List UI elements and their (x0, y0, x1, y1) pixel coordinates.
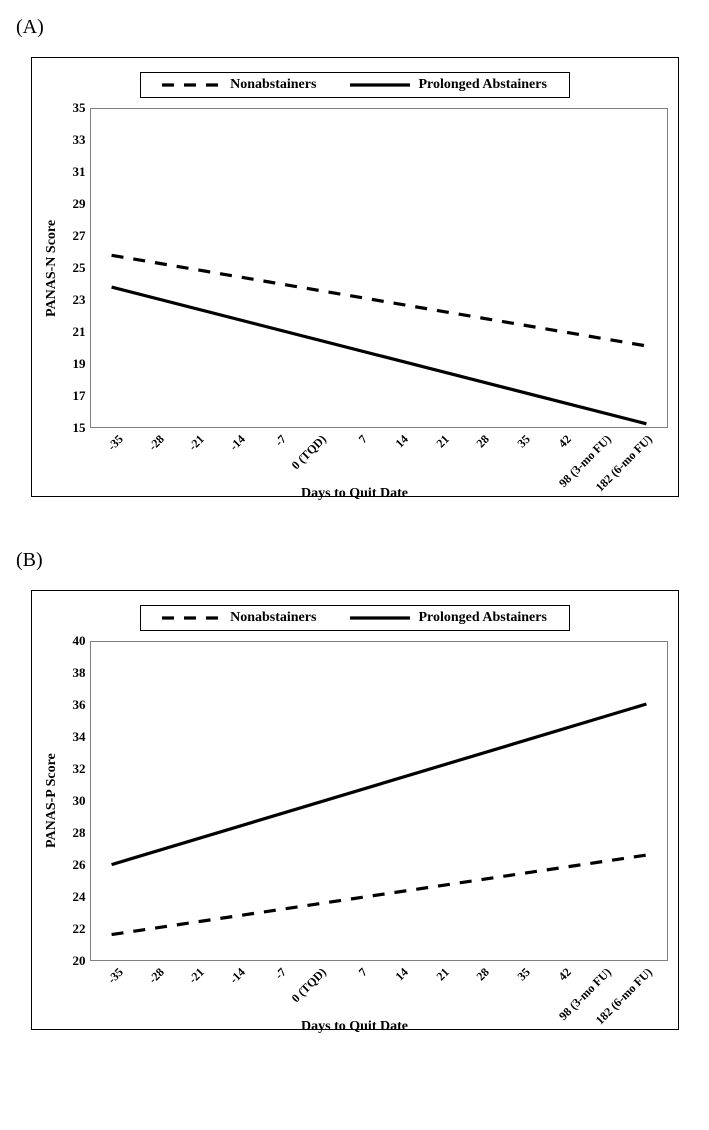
x-tick-label: 35 (515, 432, 534, 451)
chart-b-plot-wrap: PANAS-P Score 2022242628303234363840 (42, 641, 668, 961)
x-tick-label: 7 (356, 965, 371, 980)
y-tick-label: 29 (73, 196, 86, 212)
chart-a-lines (91, 109, 667, 427)
y-tick-label: 40 (73, 633, 86, 649)
x-tick-label: -7 (272, 432, 290, 450)
y-tick-label: 30 (73, 793, 86, 809)
x-tick-label: 7 (356, 432, 371, 447)
x-tick-label: 14 (392, 965, 411, 984)
x-tick-label: 0 (TQD) (289, 432, 330, 473)
legend-item-prolonged: Prolonged Abstainers (350, 77, 546, 93)
y-tick-label: 24 (73, 889, 86, 905)
chart-a-plot-wrap: PANAS-N Score 1517192123252729313335 (42, 108, 668, 428)
chart-a-plot-area (90, 108, 668, 428)
x-tick-label: 28 (474, 432, 493, 451)
legend-label: Nonabstainers (230, 610, 316, 626)
chart-b-y-ticks: 2022242628303234363840 (62, 641, 90, 961)
y-tick-label: 36 (73, 697, 86, 713)
chart-b-x-axis-title: Days to Quit Date (42, 1019, 668, 1035)
chart-b-x-ticks: -35-28-21-14-70 (TQD)7142128354298 (3-mo… (96, 961, 666, 1017)
x-tick-label: -35 (105, 432, 127, 454)
series-line (111, 287, 646, 424)
legend-item-nonabstainers: Nonabstainers (162, 610, 316, 626)
chart-b-plot-area (90, 641, 668, 961)
legend-label: Nonabstainers (230, 77, 316, 93)
chart-b-lines (91, 642, 667, 960)
y-tick-label: 15 (73, 420, 86, 436)
panel-a-label: (A) (16, 16, 697, 39)
chart-a-x-ticks: -35-28-21-14-70 (TQD)7142128354298 (3-mo… (96, 428, 666, 484)
legend-item-prolonged: Prolonged Abstainers (350, 610, 546, 626)
chart-a-y-ticks: 1517192123252729313335 (62, 108, 90, 428)
x-tick-label: -14 (227, 432, 249, 454)
series-line (111, 704, 646, 865)
y-tick-label: 21 (73, 324, 86, 340)
solid-line-icon (350, 78, 410, 92)
solid-line-icon (350, 611, 410, 625)
y-tick-label: 22 (73, 921, 86, 937)
x-tick-label: -7 (272, 965, 290, 983)
x-tick-label: -14 (227, 965, 249, 987)
chart-b-frame: Nonabstainers Prolonged Abstainers PANAS… (31, 590, 679, 1030)
x-tick-label: -28 (145, 432, 167, 454)
chart-b-legend: Nonabstainers Prolonged Abstainers (140, 605, 570, 631)
y-tick-label: 34 (73, 729, 86, 745)
x-tick-label: -35 (105, 965, 127, 987)
chart-a-legend: Nonabstainers Prolonged Abstainers (140, 72, 570, 98)
series-line (111, 255, 646, 346)
series-line (111, 855, 646, 935)
y-tick-label: 38 (73, 665, 86, 681)
x-tick-label: 21 (433, 965, 452, 984)
x-tick-label: 0 (TQD) (289, 965, 330, 1006)
y-tick-label: 28 (73, 825, 86, 841)
chart-a-x-axis-title: Days to Quit Date (42, 486, 668, 502)
x-tick-label: 14 (392, 432, 411, 451)
x-tick-label: 21 (433, 432, 452, 451)
x-tick-label: 42 (555, 432, 574, 451)
y-tick-label: 35 (73, 100, 86, 116)
legend-item-nonabstainers: Nonabstainers (162, 77, 316, 93)
dash-line-icon (162, 611, 222, 625)
chart-a-frame: Nonabstainers Prolonged Abstainers PANAS… (31, 57, 679, 497)
x-tick-label: -28 (145, 965, 167, 987)
dash-line-icon (162, 78, 222, 92)
y-tick-label: 27 (73, 228, 86, 244)
x-tick-label: -21 (186, 432, 208, 454)
x-tick-label: -21 (186, 965, 208, 987)
legend-label: Prolonged Abstainers (418, 77, 546, 93)
y-tick-label: 33 (73, 132, 86, 148)
legend-label: Prolonged Abstainers (418, 610, 546, 626)
y-tick-label: 26 (73, 857, 86, 873)
x-tick-label: 35 (515, 965, 534, 984)
y-tick-label: 31 (73, 164, 86, 180)
chart-b-y-axis-title: PANAS-P Score (42, 641, 62, 961)
y-tick-label: 19 (73, 356, 86, 372)
y-tick-label: 20 (73, 953, 86, 969)
x-tick-label: 42 (555, 965, 574, 984)
panel-b-label: (B) (16, 549, 697, 572)
y-tick-label: 23 (73, 292, 86, 308)
chart-a-y-axis-title: PANAS-N Score (42, 108, 62, 428)
y-tick-label: 17 (73, 388, 86, 404)
y-tick-label: 32 (73, 761, 86, 777)
y-tick-label: 25 (73, 260, 86, 276)
x-tick-label: 28 (474, 965, 493, 984)
